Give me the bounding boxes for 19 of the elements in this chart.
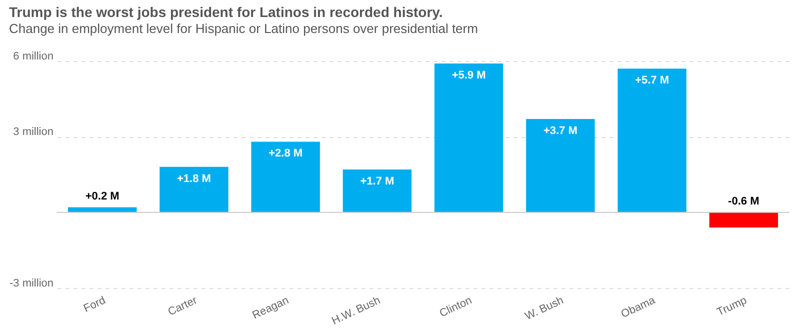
data-label: +2.8 M [268,148,303,160]
x-tick-label: Ford [82,294,108,315]
x-tick-label: W. Bush [523,294,566,323]
y-tick-label: -3 million [9,278,54,290]
chart-subtitle: Change in employment level for Hispanic or Latino persons over presidential term [8,21,478,36]
chart-title: Trump is the worst jobs president for Latinos in recorded history. [8,4,443,20]
x-tick-label: Trump [715,294,749,319]
x-tick-label: H.W. Bush [330,294,382,328]
data-label: +5.7 M [635,74,670,87]
data-label: +3.7 M [543,125,578,138]
data-label: +1.7 M [360,175,394,188]
data-label: -0.6 M [728,195,760,208]
data-label: +0.2 M [85,190,120,202]
y-tick-label: 3 million [13,126,54,138]
x-tick-label: Carter [166,294,200,318]
y-tick-label: 6 million [13,50,54,62]
x-tick-label: Clinton [438,294,474,320]
data-label: +5.9 M [452,70,486,82]
data-label: +1.8 M [176,172,211,185]
